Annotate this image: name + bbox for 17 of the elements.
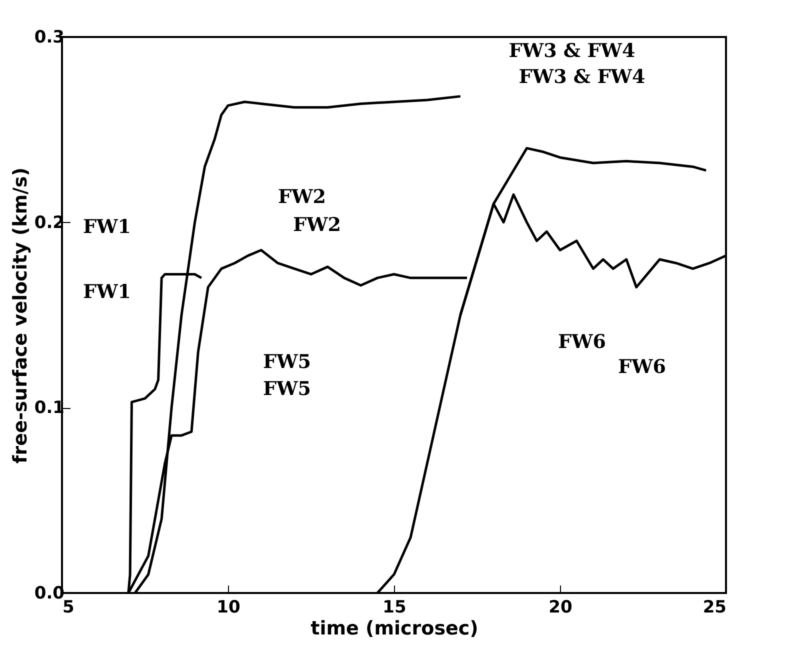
- x-tick-label: 20: [548, 598, 572, 618]
- annotation: FW3 & FW4: [508, 40, 636, 62]
- annotation: FW2: [278, 186, 326, 208]
- annotation: FW6: [618, 356, 666, 378]
- annotation: FW2: [292, 214, 342, 236]
- annotation: FW5: [262, 351, 312, 373]
- x-axis-title: time (microsec): [310, 618, 478, 640]
- annotation: FW3 & FW4: [518, 66, 646, 88]
- annotation: FW1: [82, 281, 132, 303]
- x-tick-label: 25: [702, 598, 726, 618]
- annotation: FW6: [558, 331, 606, 353]
- x-tick-label: 5: [62, 598, 74, 618]
- y-axis-title: free-surface velocity (km/s): [9, 167, 32, 464]
- x-tick-label: 15: [382, 598, 406, 618]
- x-tick-label: 10: [216, 598, 240, 618]
- annotation: FW5: [262, 378, 312, 400]
- annotation: FW1: [82, 216, 132, 238]
